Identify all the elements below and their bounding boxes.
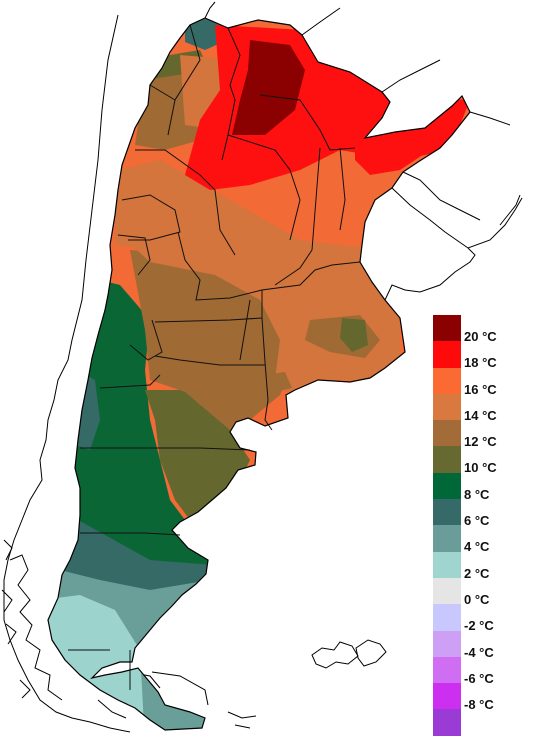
legend-swatch [433, 315, 461, 342]
falkland-islands [311, 639, 387, 669]
legend-label: -8 °C [464, 697, 494, 713]
legend-item: 6 °C [433, 499, 538, 529]
c12-coast-spot-region [265, 372, 292, 392]
c8-patagonia-region [60, 270, 214, 565]
legend-item: 2 °C [433, 551, 538, 581]
legend-label: 20 °C [464, 329, 497, 344]
legend-swatch [433, 551, 461, 578]
legend-swatch [433, 604, 461, 631]
legend-swatch [433, 630, 461, 657]
legend-label: -2 °C [464, 618, 494, 634]
c10-pampa-spot-region [340, 318, 368, 352]
legend-label: 12 °C [464, 434, 497, 450]
legend-swatch [433, 683, 461, 710]
legend-swatch [433, 656, 461, 684]
temperature-legend: 20 °C 18 °C 16 °C 14 °C 12 °C 10 °C 8 °C 6 °C 4 … [433, 315, 538, 736]
legend-item: 8 °C [433, 472, 538, 502]
legend-swatch [433, 393, 461, 421]
legend-item: 12 °C [433, 420, 538, 450]
legend-label: 14 °C [464, 407, 497, 423]
legend-label: 16 °C [464, 381, 497, 397]
legend-label: 8 °C [464, 486, 490, 502]
legend-item: -2 °C [433, 604, 538, 634]
legend-swatch [433, 341, 461, 368]
legend-swatch [433, 420, 461, 447]
c20-chaco-region [232, 40, 305, 135]
legend-item: 0 °C [433, 577, 538, 607]
legend-swatch [433, 577, 461, 605]
legend-label: 18 °C [464, 355, 497, 371]
legend-item: 18 °C [433, 341, 538, 371]
legend-label: -6 °C [464, 670, 494, 686]
legend-item: 20 °C [433, 315, 538, 344]
legend-swatch [433, 499, 461, 526]
legend-item: 10 °C [433, 446, 538, 476]
province-borders [68, 24, 361, 690]
legend-item: 14 °C [433, 393, 538, 423]
c10-band-region [145, 390, 250, 520]
legend-label: 10 °C [464, 460, 497, 476]
c18-mesop-region [355, 110, 462, 175]
legend-item [433, 709, 538, 736]
legend-swatch [433, 367, 461, 394]
legend-label: 4 °C [464, 539, 490, 555]
argentina-outline [47, 17, 471, 731]
neighbour-borders [204, 1, 523, 301]
legend-swatch [433, 472, 461, 500]
legend-label: 6 °C [464, 513, 490, 529]
legend-label: 2 °C [464, 565, 490, 581]
legend-swatch [433, 525, 461, 552]
legend-swatch [433, 446, 461, 473]
legend-item: -8 °C [433, 683, 538, 713]
legend-swatch [433, 709, 461, 736]
legend-label: 0 °C [464, 591, 490, 607]
legend-label: -4 °C [464, 644, 494, 660]
legend-item: -6 °C [433, 656, 538, 686]
legend-item: -4 °C [433, 630, 538, 660]
legend-item: 16 °C [433, 367, 538, 397]
legend-item: 4 °C [433, 525, 538, 555]
